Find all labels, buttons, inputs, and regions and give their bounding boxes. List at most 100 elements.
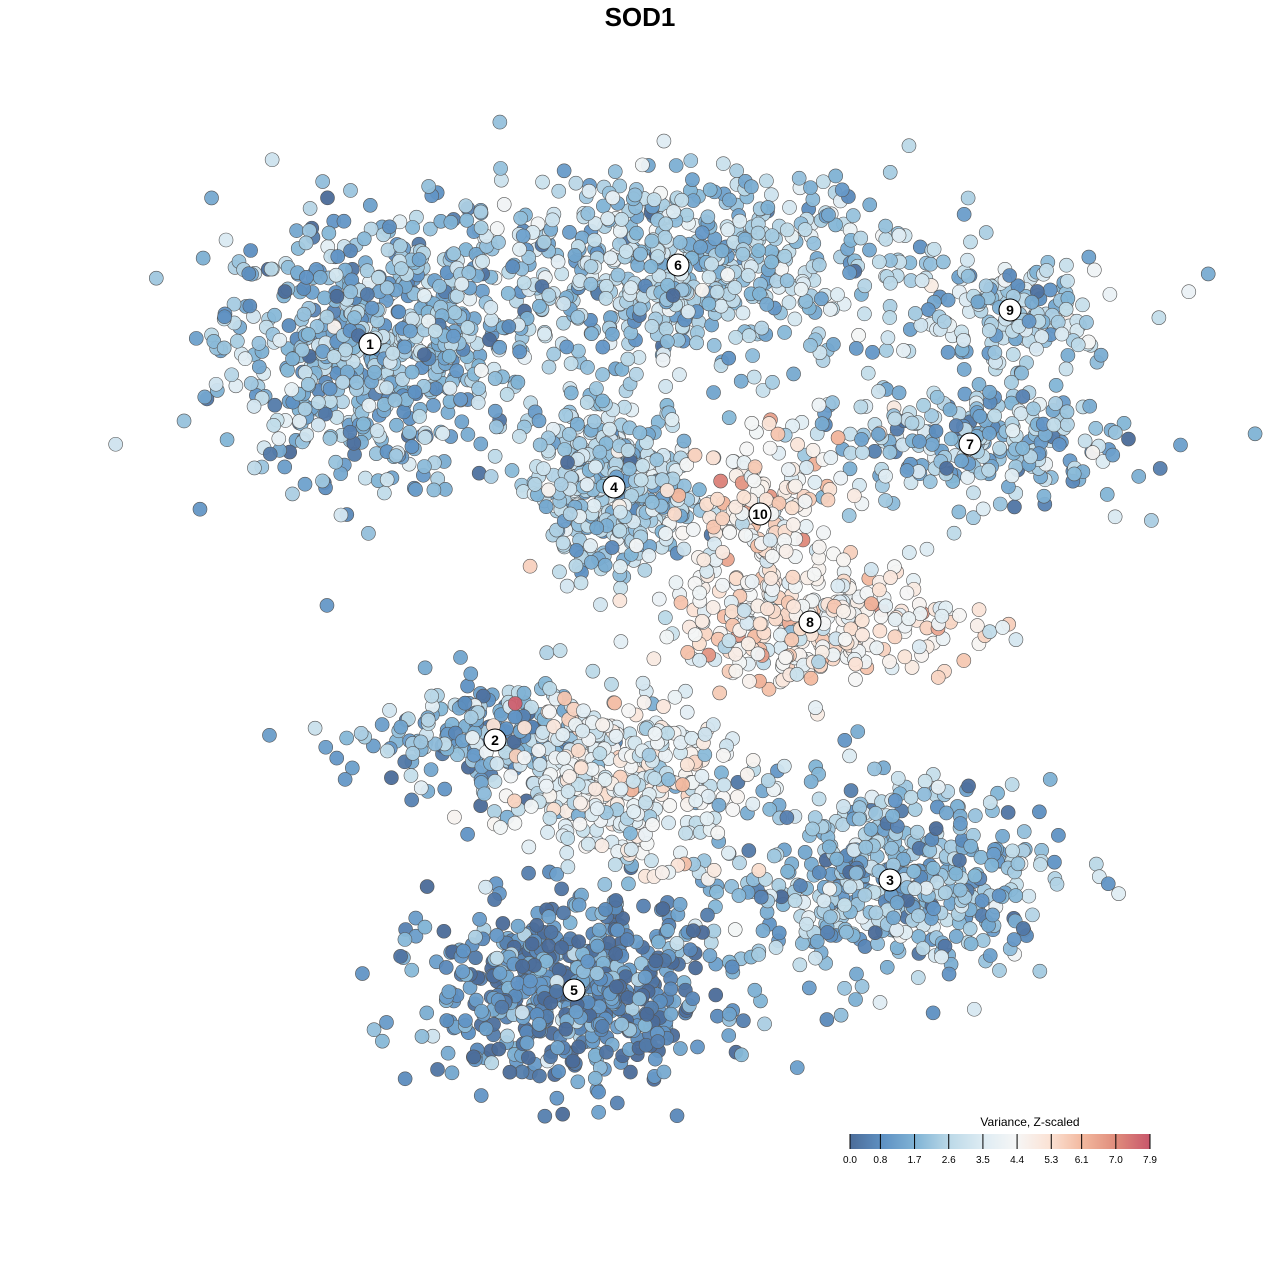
data-point — [714, 765, 729, 781]
data-point — [591, 1104, 606, 1120]
data-point — [872, 254, 887, 270]
data-point — [422, 221, 438, 237]
data-point — [786, 366, 801, 382]
data-point — [701, 269, 717, 285]
data-point — [226, 296, 242, 312]
data-point — [648, 953, 664, 969]
data-point — [687, 447, 703, 463]
data-point — [537, 1108, 553, 1124]
data-point — [1051, 437, 1067, 452]
data-point — [1048, 377, 1064, 393]
data-point — [689, 335, 704, 351]
data-point — [1060, 273, 1075, 289]
data-point — [975, 501, 991, 517]
data-point — [660, 334, 675, 349]
data-point — [848, 865, 864, 881]
data-point — [404, 439, 420, 454]
data-point — [751, 243, 766, 258]
data-point — [613, 559, 628, 575]
data-point — [730, 789, 745, 805]
data-point — [1054, 326, 1070, 342]
data-point — [594, 838, 610, 853]
data-point — [654, 865, 670, 881]
data-point — [662, 798, 678, 813]
data-point — [811, 397, 827, 413]
data-point — [655, 352, 671, 368]
data-point — [623, 1064, 638, 1080]
cluster-label: 3 — [878, 868, 902, 892]
data-point — [803, 180, 818, 195]
data-point — [811, 539, 827, 555]
data-point — [443, 214, 459, 230]
data-point — [837, 632, 853, 647]
data-point — [500, 286, 516, 301]
data-point — [732, 213, 748, 229]
data-point — [680, 304, 696, 320]
data-point — [604, 540, 620, 555]
data-point — [885, 808, 900, 824]
data-point — [336, 213, 352, 229]
data-point — [419, 879, 435, 894]
data-point — [867, 925, 883, 940]
data-point — [710, 491, 725, 507]
data-point — [419, 1005, 435, 1021]
data-point — [567, 247, 583, 263]
data-point — [318, 739, 334, 755]
data-point — [872, 995, 888, 1010]
data-point — [494, 999, 510, 1015]
data-point — [337, 772, 353, 787]
data-point — [441, 984, 457, 999]
data-point — [917, 773, 933, 789]
data-point — [685, 172, 700, 187]
data-point — [355, 966, 370, 981]
data-point — [969, 618, 985, 633]
data-point — [468, 929, 483, 945]
data-point — [735, 246, 751, 262]
data-point — [484, 312, 499, 328]
data-point — [537, 326, 552, 342]
data-point — [392, 238, 408, 254]
data-point — [1015, 389, 1031, 404]
data-point — [808, 700, 823, 715]
data-point — [878, 598, 894, 614]
data-point — [579, 477, 595, 492]
data-point — [595, 339, 611, 355]
data-point — [457, 695, 473, 711]
data-point — [722, 192, 737, 208]
data-point — [584, 326, 599, 341]
data-point — [676, 541, 692, 557]
data-point — [710, 825, 726, 841]
data-point — [595, 393, 610, 409]
data-point — [330, 249, 346, 264]
data-point — [655, 901, 671, 917]
data-point — [605, 190, 621, 206]
data-point — [675, 777, 690, 792]
cluster-label-text: 3 — [886, 872, 894, 888]
data-point — [890, 770, 906, 786]
data-point — [555, 727, 571, 742]
data-point — [266, 417, 282, 433]
data-point — [970, 294, 986, 310]
data-point — [700, 907, 715, 923]
data-point — [557, 691, 572, 706]
data-point — [473, 220, 489, 235]
data-point — [294, 342, 310, 358]
data-point — [647, 1051, 663, 1067]
data-point — [465, 730, 480, 745]
data-point — [789, 667, 805, 682]
data-point — [501, 319, 517, 334]
data-point — [854, 613, 870, 628]
data-point — [474, 1003, 489, 1019]
data-point — [435, 426, 450, 441]
data-point — [951, 504, 967, 520]
data-point — [108, 436, 123, 452]
data-point — [598, 290, 614, 306]
data-point — [854, 979, 870, 994]
data-point — [427, 736, 443, 752]
data-point — [784, 500, 800, 516]
data-point — [872, 623, 888, 639]
data-point — [1002, 268, 1017, 283]
data-point — [803, 338, 818, 353]
data-point — [556, 315, 571, 331]
data-point — [763, 571, 779, 586]
